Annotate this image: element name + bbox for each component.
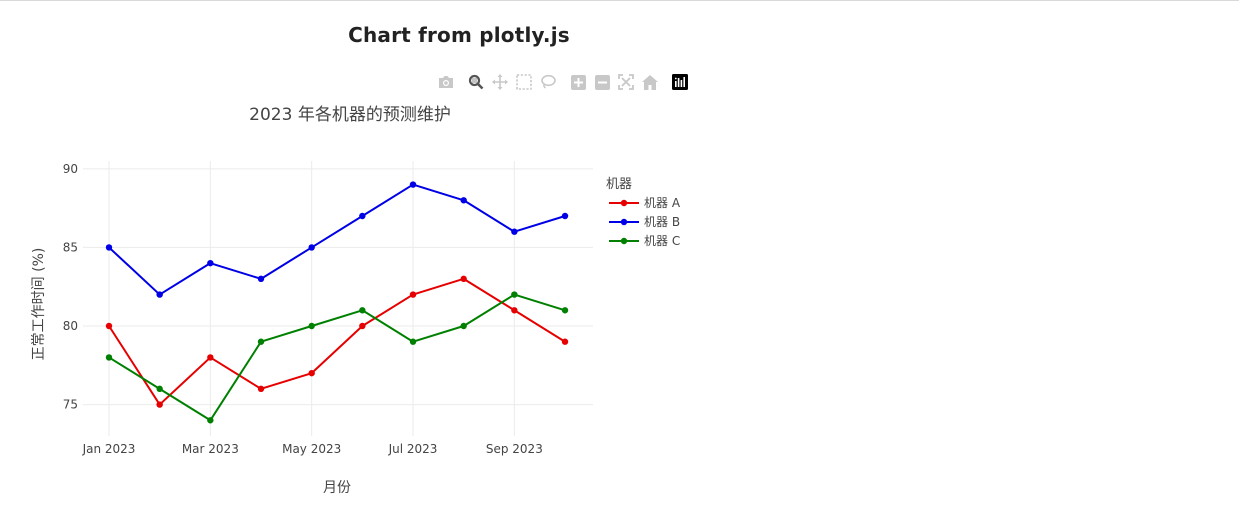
zoom-icon[interactable] bbox=[466, 72, 486, 92]
data-point[interactable] bbox=[207, 417, 214, 424]
data-point[interactable] bbox=[460, 322, 467, 330]
y-tick-label: 80 bbox=[63, 319, 78, 333]
legend-label: 机器 A bbox=[644, 196, 681, 210]
data-point[interactable] bbox=[257, 275, 265, 283]
x-tick-label: May 2023 bbox=[282, 442, 341, 456]
data-point[interactable] bbox=[359, 212, 366, 220]
data-point[interactable] bbox=[561, 307, 569, 314]
lasso-select-icon[interactable] bbox=[538, 72, 558, 92]
x-tick-label: Mar 2023 bbox=[182, 442, 239, 456]
data-point[interactable] bbox=[308, 369, 315, 377]
pan-icon[interactable] bbox=[490, 72, 510, 92]
series-path bbox=[108, 277, 566, 406]
legend-swatch-marker bbox=[620, 237, 628, 245]
series-layer bbox=[105, 181, 569, 424]
legend-item[interactable]: 机器 B bbox=[609, 215, 680, 229]
data-point[interactable] bbox=[511, 291, 518, 298]
reset-axes-icon[interactable] bbox=[640, 72, 660, 92]
legend-label: 机器 B bbox=[644, 215, 680, 229]
zoom-in-icon[interactable] bbox=[568, 72, 588, 92]
data-point[interactable] bbox=[156, 291, 163, 298]
legend-swatch-marker bbox=[620, 199, 628, 207]
series-path bbox=[108, 183, 566, 296]
data-point[interactable] bbox=[308, 244, 315, 251]
chart-title: 2023 年各机器的预测维护 bbox=[249, 105, 451, 125]
legend-label: 机器 C bbox=[644, 234, 680, 248]
x-tick-label: Sep 2023 bbox=[486, 442, 543, 456]
series-line bbox=[105, 275, 569, 408]
y-tick-label: 90 bbox=[63, 162, 78, 176]
data-point[interactable] bbox=[409, 291, 417, 298]
legend: 机器 机器 A 机器 B 机器 C bbox=[606, 177, 681, 248]
plotly-logo-icon[interactable] bbox=[670, 72, 690, 92]
data-point[interactable] bbox=[207, 259, 214, 267]
box-select-icon[interactable] bbox=[514, 72, 534, 92]
data-point[interactable] bbox=[156, 401, 163, 408]
autoscale-icon[interactable] bbox=[616, 72, 636, 92]
modebar bbox=[436, 72, 694, 92]
legend-swatch-marker bbox=[620, 218, 628, 226]
page-heading: Chart from plotly.js bbox=[348, 23, 570, 47]
series-path bbox=[108, 293, 566, 422]
data-point[interactable] bbox=[561, 338, 569, 345]
axes: 75 80 85 90 Jan 2023 Mar 2023 May 2023 Jul 2023… bbox=[63, 162, 543, 456]
data-point[interactable] bbox=[460, 275, 467, 283]
data-point[interactable] bbox=[105, 354, 113, 361]
zoom-out-icon[interactable] bbox=[592, 72, 612, 92]
data-point[interactable] bbox=[359, 322, 366, 330]
series-line bbox=[105, 181, 569, 298]
legend-item[interactable]: 机器 A bbox=[609, 196, 681, 210]
grid bbox=[83, 161, 593, 436]
data-point[interactable] bbox=[308, 322, 315, 330]
y-tick-label: 75 bbox=[63, 398, 78, 412]
y-axis-label: 正常工作时间 (%) bbox=[31, 248, 47, 361]
series-line bbox=[105, 291, 569, 424]
data-point[interactable] bbox=[105, 244, 113, 251]
data-point[interactable] bbox=[359, 307, 366, 314]
x-axis-label: 月份 bbox=[323, 480, 351, 496]
data-point[interactable] bbox=[561, 212, 569, 220]
data-point[interactable] bbox=[511, 307, 518, 314]
data-point[interactable] bbox=[409, 181, 417, 188]
data-point[interactable] bbox=[460, 197, 467, 204]
x-tick-label: Jan 2023 bbox=[82, 442, 136, 456]
data-point[interactable] bbox=[207, 354, 214, 361]
camera-icon[interactable] bbox=[436, 72, 456, 92]
data-point[interactable] bbox=[511, 228, 518, 235]
legend-title: 机器 bbox=[606, 177, 632, 192]
x-tick-label: Jul 2023 bbox=[388, 442, 438, 456]
data-point[interactable] bbox=[257, 338, 265, 345]
legend-item[interactable]: 机器 C bbox=[609, 234, 680, 248]
data-point[interactable] bbox=[257, 385, 265, 393]
y-tick-label: 85 bbox=[63, 240, 78, 254]
data-point[interactable] bbox=[105, 322, 113, 330]
data-point[interactable] bbox=[409, 338, 417, 345]
data-point[interactable] bbox=[156, 385, 163, 393]
